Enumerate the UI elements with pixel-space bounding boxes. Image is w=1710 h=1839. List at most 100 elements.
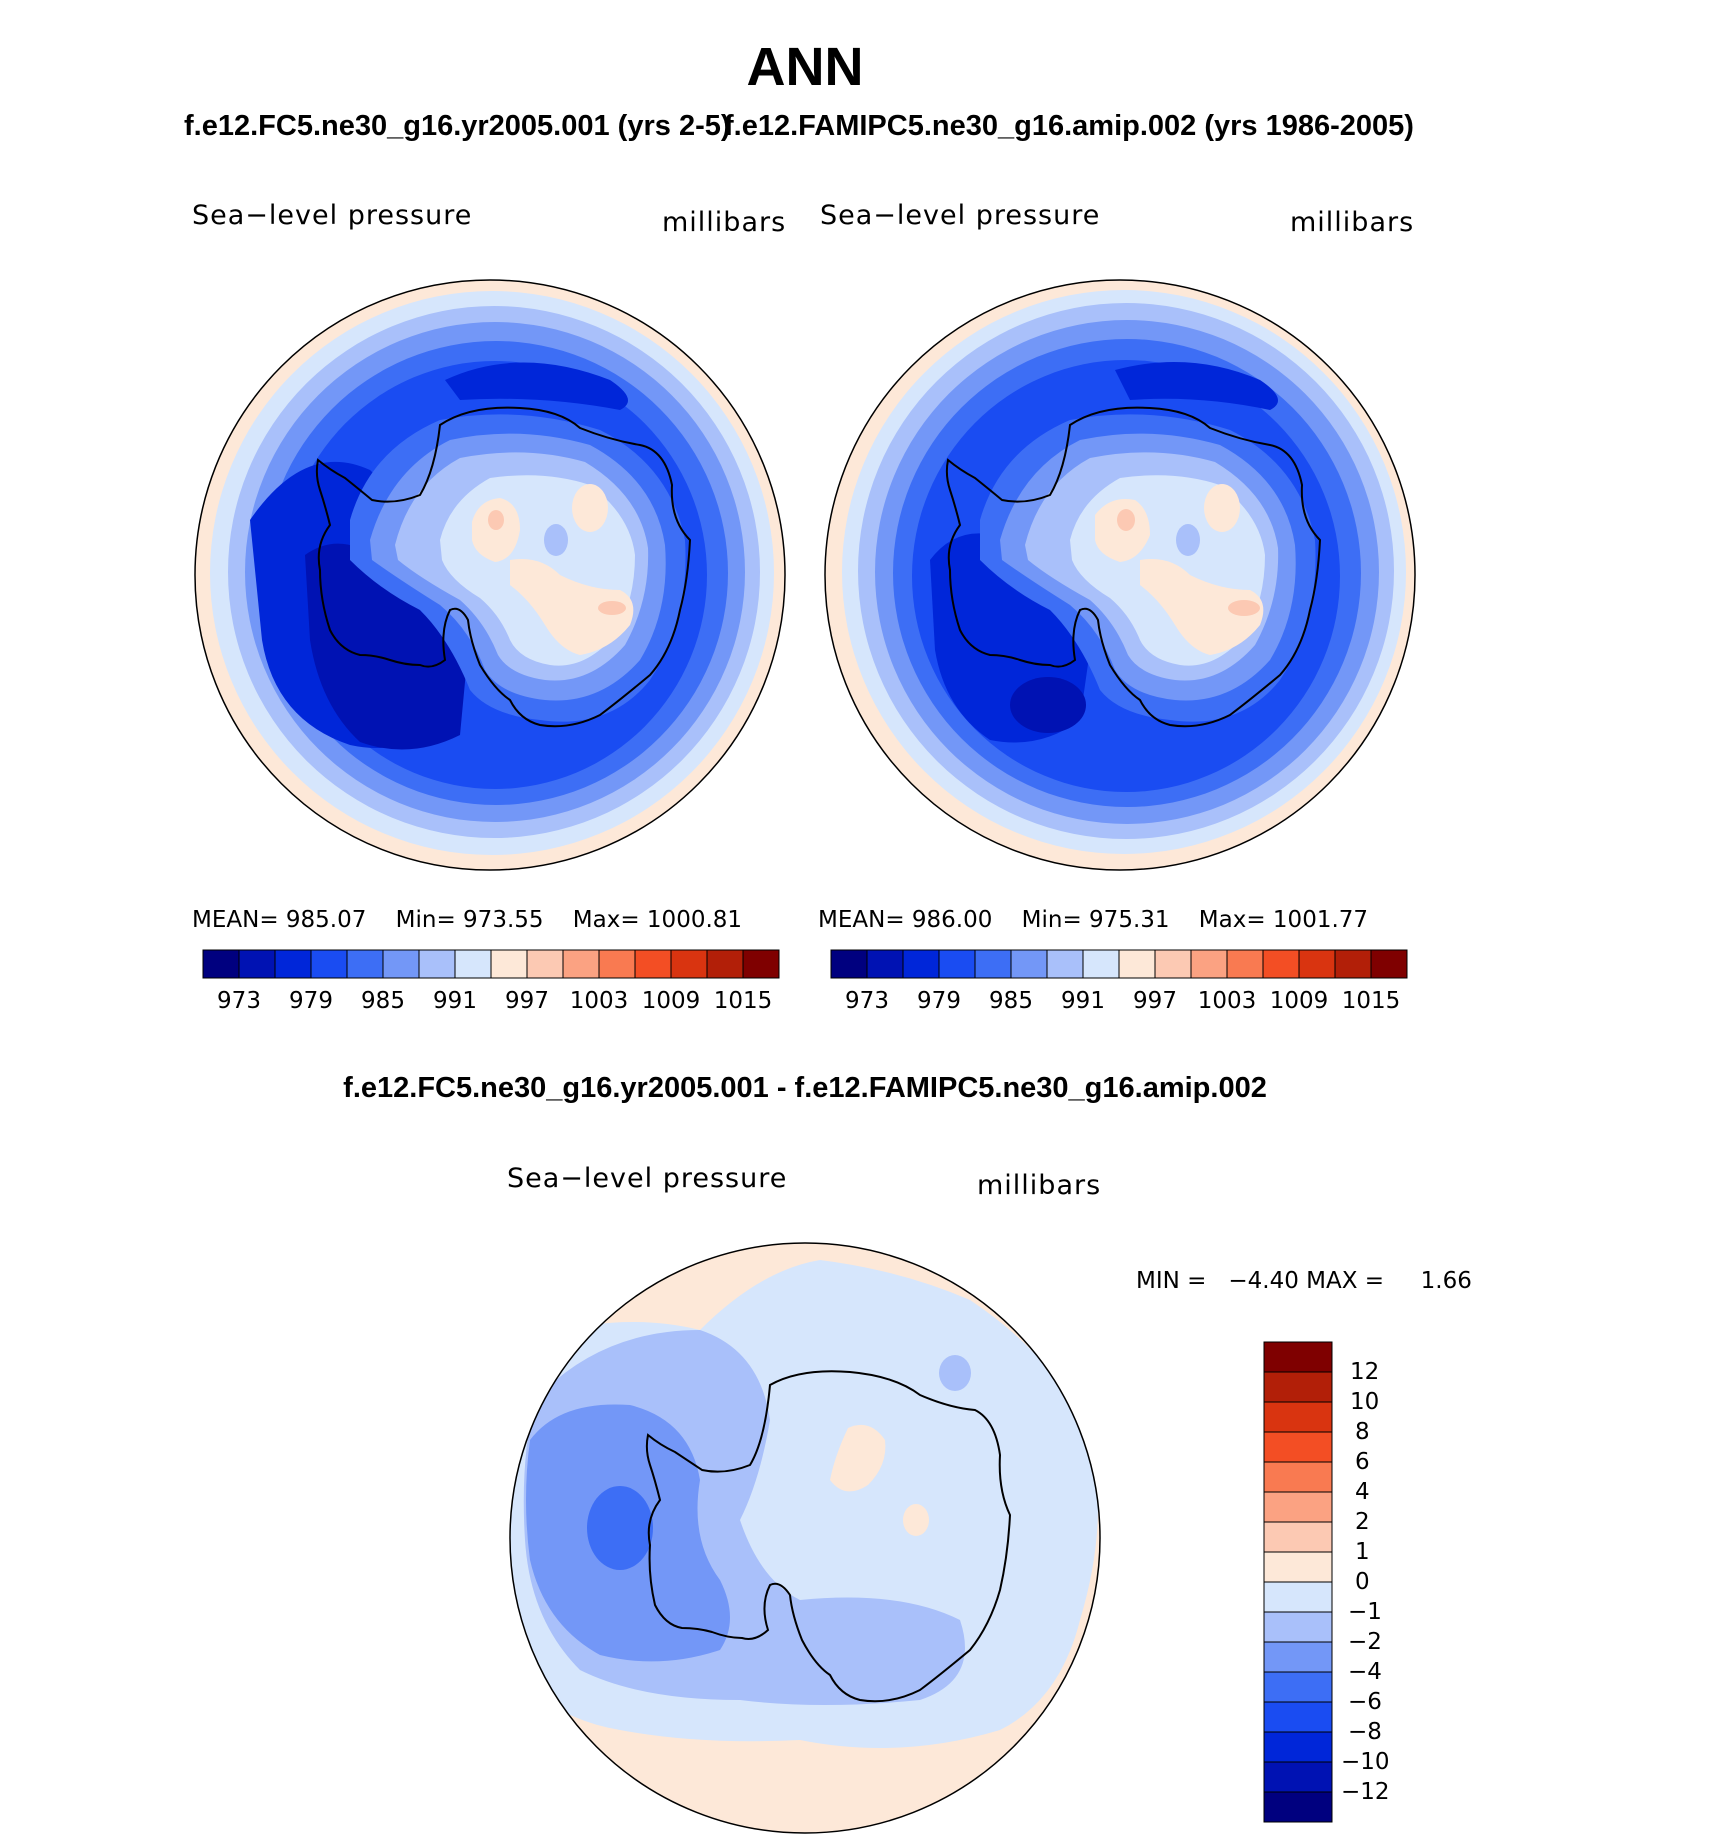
colorbar-2-tick: 991 — [1061, 988, 1105, 1014]
colorbar-swatch — [1262, 949, 1300, 979]
max-label: MAX = — [1306, 1268, 1385, 1294]
contour-band — [510, 559, 634, 655]
colorbar-swatch — [274, 949, 312, 979]
variable-label-2: Sea−level pressure — [820, 200, 1101, 231]
case-title-1: f.e12.FC5.ne30_g16.yr2005.001 (yrs 2-5) — [184, 110, 731, 142]
colorbar-swatch — [1263, 1641, 1333, 1673]
colorbar-1-tick: 997 — [505, 988, 549, 1014]
diff-colorbar-tick: 4 — [1355, 1479, 1370, 1505]
diff-colorbar-tick: 8 — [1355, 1419, 1370, 1445]
colorbar-swatch — [1263, 1791, 1333, 1823]
stats-1: MEAN= 985.07 Min= 973.55 Max= 1000.81 — [192, 907, 742, 933]
map-boundary — [194, 279, 786, 871]
min-label: Min= — [395, 907, 456, 933]
min-value: −4.40 — [1228, 1268, 1299, 1294]
max-value: 1.66 — [1420, 1268, 1472, 1294]
colorbar-swatch — [1190, 949, 1228, 979]
contour-band — [598, 601, 626, 615]
colorbar-swatch — [670, 949, 708, 979]
contour-band — [544, 524, 568, 556]
colorbar-2-tick: 1009 — [1269, 988, 1329, 1014]
main-title: ANN — [746, 37, 864, 97]
colorbar-1-tick: 1009 — [641, 988, 701, 1014]
mean-value: 986.00 — [911, 907, 993, 933]
contour-band — [939, 1355, 971, 1391]
colorbar-swatch — [1263, 1521, 1333, 1553]
colorbar-swatch — [490, 949, 528, 979]
contour-band — [1228, 600, 1260, 616]
min-label: Min= — [1021, 907, 1082, 933]
colorbar-swatch — [526, 949, 564, 979]
colorbar-swatch — [1334, 949, 1372, 979]
colorbar-swatch — [1263, 1401, 1333, 1433]
colorbar-swatch — [1118, 949, 1156, 979]
mean-label: MEAN= — [818, 907, 905, 933]
diff-colorbar-tick: 12 — [1350, 1359, 1380, 1385]
diff-colorbar-tick: 6 — [1355, 1449, 1370, 1475]
coastline — [645, 1370, 1012, 1703]
colorbar-2-tick: 985 — [989, 988, 1033, 1014]
max-label: Max= — [572, 907, 640, 933]
colorbar-1-tick: 1003 — [569, 988, 629, 1014]
min-value: 973.55 — [463, 907, 544, 933]
difference-title: f.e12.FC5.ne30_g16.yr2005.001 - f.e12.FA… — [343, 1072, 1267, 1104]
colorbar-1-tick: 1015 — [713, 988, 773, 1014]
colorbar-swatch — [1263, 1461, 1333, 1493]
variable-label-1: Sea−level pressure — [192, 200, 473, 231]
colorbar-swatch — [1082, 949, 1120, 979]
contour-band — [1140, 559, 1264, 655]
stats-2: MEAN= 986.00 Min= 975.31 Max= 1001.77 — [818, 907, 1368, 933]
colorbar-swatch — [238, 949, 276, 979]
colorbar-swatch — [1263, 1701, 1333, 1733]
contour-band — [1115, 362, 1278, 410]
contour-band — [1117, 509, 1135, 531]
colorbar-swatch — [1263, 1341, 1333, 1373]
case-title-2: f.e12.FAMIPC5.ne30_g16.amip.002 (yrs 198… — [724, 110, 1414, 142]
mean-value: 985.07 — [285, 907, 367, 933]
colorbar-swatch — [562, 949, 600, 979]
contour-band — [1204, 484, 1240, 532]
colorbar-swatch — [1263, 1761, 1333, 1793]
colorbar-2-tick: 973 — [845, 988, 889, 1014]
colorbar-swatch — [1010, 949, 1048, 979]
contour-band — [305, 543, 468, 750]
max-label: Max= — [1198, 907, 1266, 933]
colorbar-swatch — [1263, 1581, 1333, 1613]
contour-band — [1095, 499, 1150, 562]
units-label-diff: millibars — [977, 1170, 1102, 1201]
max-value: 1000.81 — [646, 907, 743, 933]
units-label-1: millibars — [662, 207, 787, 238]
colorbar-swatch — [1263, 1551, 1333, 1583]
mean-label: MEAN= — [192, 907, 279, 933]
contour-band — [445, 362, 628, 410]
min-value: 975.31 — [1089, 907, 1170, 933]
colorbar-difference — [1263, 1341, 1333, 1823]
coastline — [945, 406, 1322, 728]
colorbar-1-tick: 985 — [361, 988, 405, 1014]
contour-band — [1010, 677, 1086, 733]
colorbar-1 — [202, 949, 780, 979]
colorbar-swatch — [1370, 949, 1408, 979]
diff-colorbar-tick: −10 — [1341, 1749, 1390, 1775]
variable-label-diff: Sea−level pressure — [507, 1163, 788, 1194]
diff-colorbar-tick: −4 — [1348, 1659, 1382, 1685]
colorbar-swatch — [598, 949, 636, 979]
diff-colorbar-tick: 2 — [1355, 1509, 1370, 1535]
colorbar-swatch — [866, 949, 904, 979]
colorbar-2-tick: 1015 — [1341, 988, 1401, 1014]
colorbar-swatch — [454, 949, 492, 979]
diff-colorbar-tick: 10 — [1350, 1389, 1380, 1415]
polar-map-difference — [510, 1243, 1100, 1833]
colorbar-swatch — [830, 949, 868, 979]
diff-colorbar-tick: 1 — [1355, 1539, 1370, 1565]
contour-band — [1176, 524, 1200, 556]
colorbar-swatch — [742, 949, 780, 979]
colorbar-swatch — [902, 949, 940, 979]
map-boundary — [509, 1242, 1101, 1834]
difference-stats: MIN = −4.40 MAX = 1.66 — [1136, 1268, 1472, 1294]
contour-band — [903, 1504, 929, 1536]
colorbar-swatch — [634, 949, 672, 979]
colorbar-swatch — [346, 949, 384, 979]
colorbar-swatch — [974, 949, 1012, 979]
